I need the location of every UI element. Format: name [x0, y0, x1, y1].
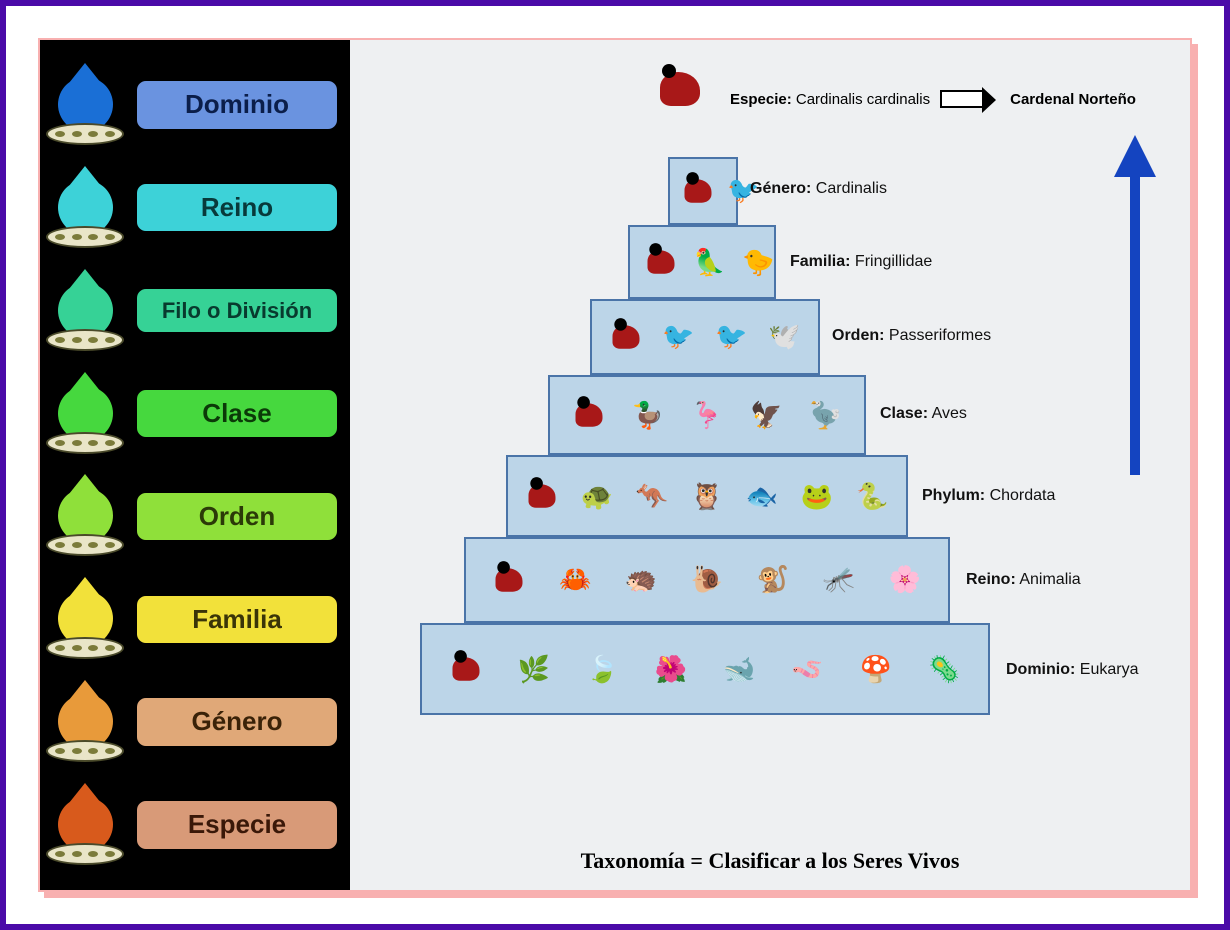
- rank-label-filo: Filo o División: [134, 286, 340, 335]
- pyramid-tier-2: 🐦🐦🕊️: [590, 299, 820, 375]
- organism-icon: 🌺: [640, 638, 702, 700]
- familia-drop-icon: [40, 575, 130, 663]
- reino-drop-icon: [40, 164, 130, 252]
- organism-icon: 🐤: [734, 238, 783, 287]
- organism-icon: 🦠: [914, 638, 976, 700]
- rank-label-dominio: Dominio: [134, 78, 340, 131]
- especie-drop-icon: [40, 781, 130, 869]
- organism-icon: [600, 312, 650, 362]
- diagram-canvas: Dominio Reino Filo o División Clase Orden Fam…: [38, 38, 1192, 892]
- tier-label-0: Género: Cardinalis: [750, 180, 887, 198]
- organism-icon: 🐒: [744, 551, 801, 608]
- organism-icon: 🦅: [740, 388, 793, 441]
- up-arrow-icon: [1120, 135, 1150, 475]
- organism-icon: 🍃: [572, 638, 634, 700]
- rank-label-genero: Género: [134, 695, 340, 748]
- arrow-right-icon: [940, 90, 984, 108]
- rank-label-orden: Orden: [134, 490, 340, 543]
- pyramid-tier-1: 🦜🐤: [628, 225, 776, 299]
- especie-result: Cardenal Norteño: [1010, 91, 1136, 108]
- organism-icon: 🦀: [546, 551, 603, 608]
- rank-row-familia: Familia: [40, 573, 350, 665]
- organism-icon: 🐦: [653, 312, 703, 362]
- rank-row-genero: Género: [40, 676, 350, 768]
- tier-label-3: Clase: Aves: [880, 405, 967, 423]
- rank-label-clase: Clase: [134, 387, 340, 440]
- rank-label-familia: Familia: [134, 593, 340, 646]
- organism-icon: [481, 551, 538, 608]
- rank-label-reino: Reino: [134, 181, 340, 234]
- organism-icon: 🦜: [685, 238, 734, 287]
- organism-icon: 🐟: [735, 469, 790, 524]
- organism-icon: 🕊️: [759, 312, 809, 362]
- rank-row-clase: Clase: [40, 368, 350, 460]
- especie-callout: Especie: Cardinalis cardinalis Cardenal …: [730, 90, 1136, 108]
- pyramid-tier-3: 🦆🦩🦅🦤: [548, 375, 866, 455]
- rank-row-especie: Especie: [40, 779, 350, 871]
- pyramid-tier-0: 🐦: [668, 157, 738, 225]
- tier-label-4: Phylum: Chordata: [922, 487, 1055, 505]
- organism-icon: 🌿: [503, 638, 565, 700]
- organism-icon: 🐌: [678, 551, 735, 608]
- rank-label-especie: Especie: [134, 798, 340, 851]
- organism-icon: 🐦: [706, 312, 756, 362]
- organism-icon: [435, 638, 497, 700]
- organism-icon: 🐸: [790, 469, 845, 524]
- organism-icon: [562, 388, 615, 441]
- organism-icon: 🐍: [845, 469, 900, 524]
- clase-drop-icon: [40, 370, 130, 458]
- organism-icon: 🦤: [799, 388, 852, 441]
- filo-drop-icon: [40, 267, 130, 355]
- organism-icon: 🦉: [680, 469, 735, 524]
- tier-label-6: Dominio: Eukarya: [1006, 661, 1138, 679]
- organism-icon: 🦟: [810, 551, 867, 608]
- rank-legend-column: Dominio Reino Filo o División Clase Orden Fam…: [40, 40, 350, 890]
- organism-icon: [676, 169, 721, 214]
- organism-icon: 🦘: [625, 469, 680, 524]
- pyramid-tier-5: 🦀🦔🐌🐒🦟🌸: [464, 537, 950, 623]
- pyramid-area: Especie: Cardinalis cardinalis Cardenal …: [350, 40, 1190, 890]
- rank-row-reino: Reino: [40, 162, 350, 254]
- outer-frame: Dominio Reino Filo o División Clase Orden Fam…: [0, 0, 1230, 930]
- organism-icon: [514, 469, 569, 524]
- organism-icon: 🐢: [570, 469, 625, 524]
- tier-label-5: Reino: Animalia: [966, 571, 1081, 589]
- organism-icon: 🌸: [876, 551, 933, 608]
- especie-value: Cardinalis cardinalis: [796, 91, 930, 108]
- genero-drop-icon: [40, 678, 130, 766]
- dominio-drop-icon: [40, 61, 130, 149]
- organism-icon: 🪱: [777, 638, 839, 700]
- rank-row-orden: Orden: [40, 470, 350, 562]
- pyramid-tier-6: 🌿🍃🌺🐋🪱🍄🦠: [420, 623, 990, 715]
- organism-icon: 🦔: [612, 551, 669, 608]
- organism-icon: [636, 238, 685, 287]
- especie-rank-label: Especie:: [730, 91, 792, 108]
- orden-drop-icon: [40, 472, 130, 560]
- organism-icon: 🦩: [680, 388, 733, 441]
- taxonomy-pyramid: 🐦 Género: Cardinalis 🦜🐤 Familia: Fringillid…: [400, 125, 960, 805]
- organism-icon: 🐋: [708, 638, 770, 700]
- diagram-caption: Taxonomía = Clasificar a los Seres Vivos: [350, 848, 1190, 874]
- rank-row-filo: Filo o División: [40, 265, 350, 357]
- tier-label-1: Familia: Fringillidae: [790, 253, 932, 271]
- organism-icon: 🍄: [845, 638, 907, 700]
- rank-row-dominio: Dominio: [40, 59, 350, 151]
- tier-label-2: Orden: Passeriformes: [832, 327, 991, 345]
- apex-organism: [660, 72, 704, 112]
- organism-icon: 🦆: [621, 388, 674, 441]
- pyramid-tier-4: 🐢🦘🦉🐟🐸🐍: [506, 455, 908, 537]
